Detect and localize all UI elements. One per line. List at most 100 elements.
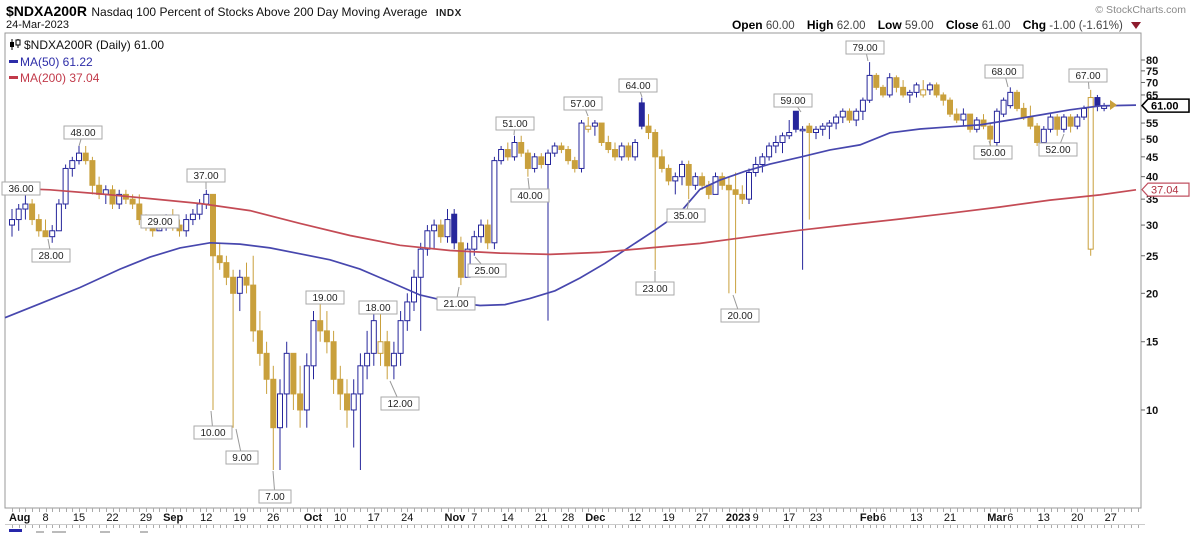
- svg-text:29: 29: [140, 512, 152, 524]
- svg-text:22: 22: [106, 512, 118, 524]
- svg-text:Dec: Dec: [585, 512, 605, 524]
- svg-text:35: 35: [1146, 194, 1158, 206]
- svg-text:13: 13: [910, 512, 922, 524]
- svg-text:Feb: Feb: [860, 512, 880, 524]
- legend-ma50-label[interactable]: MA(50) 61.22: [20, 55, 93, 69]
- ma50-swatch-icon: [9, 60, 18, 64]
- svg-text:50.00: 50.00: [980, 148, 1005, 159]
- svg-text:61.00: 61.00: [1151, 101, 1179, 113]
- svg-text:27: 27: [696, 512, 708, 524]
- chg-value: -1.00 (-1.61%): [1049, 20, 1123, 32]
- svg-text:Nov: Nov: [445, 512, 467, 524]
- svg-text:68.00: 68.00: [991, 67, 1016, 78]
- svg-text:30: 30: [1146, 220, 1158, 232]
- svg-text:51.00: 51.00: [502, 119, 527, 130]
- svg-text:6: 6: [1007, 512, 1013, 524]
- svg-text:37.04: 37.04: [1151, 185, 1179, 197]
- svg-text:25.00: 25.00: [474, 266, 499, 277]
- svg-text:21.00: 21.00: [443, 299, 468, 310]
- svg-text:15: 15: [73, 512, 85, 524]
- chart-title: Nasdaq 100 Percent of Stocks Above 200 D…: [91, 5, 428, 19]
- legend-main-label[interactable]: $NDXA200R (Daily) 61.00: [24, 38, 165, 52]
- plot-legend: $NDXA200R (Daily) 61.00 MA(50) 61.22 MA(…: [9, 37, 164, 86]
- svg-text:17: 17: [368, 512, 380, 524]
- svg-text:36.00: 36.00: [8, 184, 33, 195]
- svg-text:67.00: 67.00: [1075, 71, 1100, 82]
- svg-text:2023: 2023: [726, 512, 750, 524]
- x-axis: Aug 8 15 22 29 Sep 12 19 26 Oct 10 17 24 Nov 7 14 21 28 De…: [9, 512, 1117, 524]
- svg-text:79.00: 79.00: [852, 43, 877, 54]
- svg-text:25: 25: [1146, 251, 1158, 263]
- svg-text:20: 20: [1146, 288, 1158, 300]
- open-value: 60.00: [765, 20, 795, 32]
- svg-text:29.00: 29.00: [147, 217, 172, 228]
- svg-text:24: 24: [401, 512, 413, 524]
- svg-text:48.00: 48.00: [70, 128, 95, 139]
- plot-border: [4, 32, 1142, 509]
- annotation-labels: 36.00 48.00 28.00 29.00 37.00 10.00 9.00 7.00 19…: [1, 40, 1108, 504]
- svg-text:40.00: 40.00: [517, 191, 542, 202]
- legend-ma200-row: MA(200) 37.04: [9, 70, 164, 86]
- ma200-swatch-icon: [9, 76, 18, 80]
- svg-text:12: 12: [200, 512, 212, 524]
- legend-ma50-row: MA(50) 61.22: [9, 54, 164, 70]
- svg-text:13: 13: [1038, 512, 1050, 524]
- high-label: High: [806, 18, 834, 32]
- ma50-line: [4, 104, 1137, 319]
- svg-text:12.00: 12.00: [387, 399, 412, 410]
- low-label: Low: [877, 18, 902, 32]
- close-value: 61.00: [981, 20, 1011, 32]
- svg-text:19: 19: [662, 512, 674, 524]
- chg-down-triangle-icon[interactable]: [1131, 22, 1141, 30]
- svg-text:Oct: Oct: [304, 512, 323, 524]
- svg-text:Sep: Sep: [163, 512, 183, 524]
- svg-text:7: 7: [471, 512, 477, 524]
- exchange-label: INDX: [435, 8, 462, 19]
- svg-text:26: 26: [267, 512, 279, 524]
- svg-text:15: 15: [1146, 337, 1158, 349]
- svg-text:45: 45: [1146, 152, 1158, 164]
- day-tick-rows: [5, 508, 1145, 528]
- svg-text:59.00: 59.00: [780, 96, 805, 107]
- svg-text:40: 40: [1146, 172, 1158, 184]
- svg-text:20.00: 20.00: [727, 311, 752, 322]
- copyright: © StockCharts.com: [1095, 4, 1186, 16]
- high-value: 62.00: [836, 20, 866, 32]
- svg-text:6: 6: [880, 512, 886, 524]
- last-price-marker: [1110, 100, 1117, 110]
- next-panel-fragment: [9, 529, 148, 533]
- svg-text:23.00: 23.00: [642, 284, 667, 295]
- svg-text:19.00: 19.00: [312, 293, 337, 304]
- svg-text:37.00: 37.00: [193, 171, 218, 182]
- svg-text:Mar: Mar: [987, 512, 1007, 524]
- svg-text:28.00: 28.00: [38, 251, 63, 262]
- svg-text:10.00: 10.00: [200, 428, 225, 439]
- svg-text:52.00: 52.00: [1045, 145, 1070, 156]
- svg-text:17: 17: [783, 512, 795, 524]
- chg-label: Chg: [1022, 18, 1047, 32]
- svg-text:19: 19: [234, 512, 246, 524]
- svg-text:8: 8: [42, 512, 48, 524]
- svg-text:9.00: 9.00: [232, 453, 252, 464]
- svg-text:50: 50: [1146, 134, 1158, 146]
- svg-text:10: 10: [334, 512, 346, 524]
- svg-text:28: 28: [562, 512, 574, 524]
- legend-main-row: $NDXA200R (Daily) 61.00: [9, 37, 164, 54]
- svg-text:21: 21: [944, 512, 956, 524]
- svg-text:23: 23: [810, 512, 822, 524]
- svg-text:10: 10: [1146, 405, 1158, 417]
- svg-text:55: 55: [1146, 118, 1158, 130]
- ohlc-readout: Open 60.00 High 62.00 Low 59.00 Close 61…: [732, 18, 1141, 32]
- candles-layer: [9, 62, 1108, 470]
- svg-text:35.00: 35.00: [673, 211, 698, 222]
- candlestick-icon: [9, 38, 21, 54]
- svg-text:57.00: 57.00: [570, 99, 595, 110]
- legend-ma200-label[interactable]: MA(200) 37.04: [20, 71, 100, 85]
- ma200-line: [4, 187, 1137, 256]
- chart-header: $NDXA200R Nasdaq 100 Percent of Stocks A…: [6, 3, 462, 21]
- svg-text:14: 14: [502, 512, 514, 524]
- open-label: Open: [731, 18, 763, 32]
